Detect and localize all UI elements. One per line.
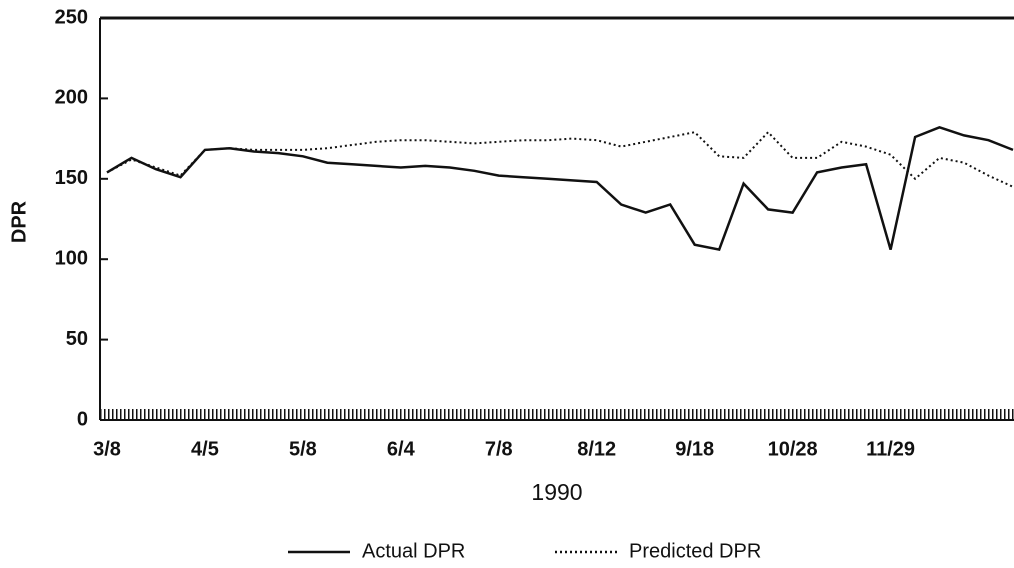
x-tick-label: 10/28 <box>768 438 818 460</box>
y-tick-label: 200 <box>55 87 88 109</box>
x-tick-label: 7/8 <box>485 438 513 460</box>
y-tick-label: 50 <box>66 328 88 350</box>
x-tick-label: 11/29 <box>866 438 915 460</box>
y-tick-label: 0 <box>77 408 88 430</box>
series-line <box>106 130 1014 188</box>
x-tick-label: 4/5 <box>191 438 219 460</box>
x-axis-label: 1990 <box>531 479 582 505</box>
x-tick-label: 6/4 <box>387 438 416 460</box>
y-tick-label: 100 <box>55 247 88 269</box>
y-tick-label: 150 <box>55 167 88 189</box>
legend-label: Actual DPR <box>362 540 465 562</box>
series-line <box>106 125 1014 252</box>
x-tick-label: 5/8 <box>289 438 317 460</box>
x-tick-label: 8/12 <box>577 438 616 460</box>
x-tick-label: 9/18 <box>675 438 714 460</box>
x-tick-label: 3/8 <box>93 438 121 460</box>
y-axis-label: DPR <box>8 200 30 243</box>
y-tick-label: 250 <box>55 6 88 28</box>
legend-label: Predicted DPR <box>629 540 761 562</box>
